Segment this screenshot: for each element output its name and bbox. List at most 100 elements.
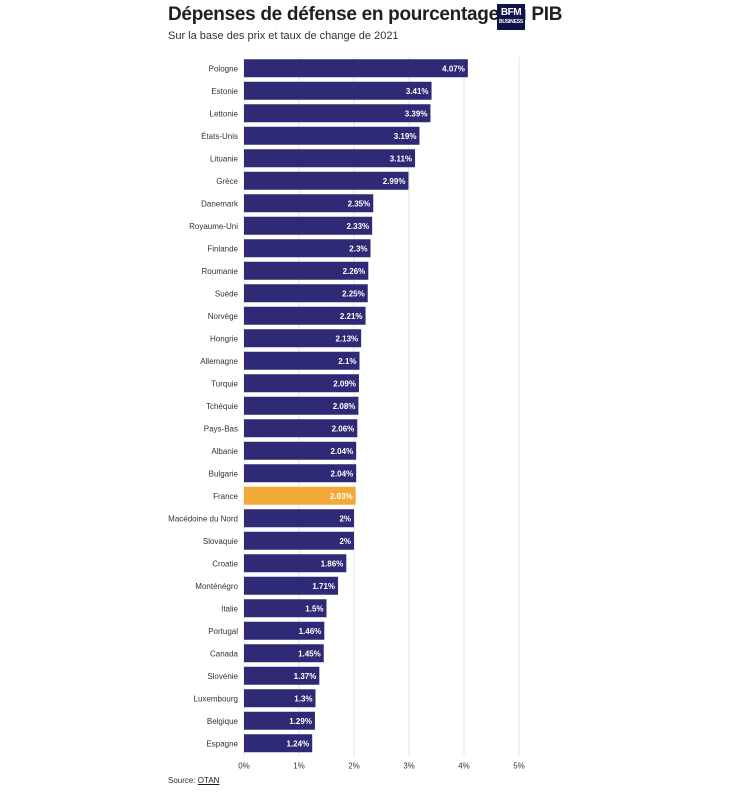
bar (244, 194, 374, 213)
value-label: 2.33% (346, 222, 369, 231)
category-label: Portugal (208, 627, 238, 636)
value-label: 2.13% (335, 334, 358, 343)
category-label: Macédoine du Nord (168, 514, 238, 523)
bar (244, 666, 320, 685)
value-label: 2.21% (340, 312, 363, 321)
bars (244, 59, 468, 753)
bfm-business-logo: BFM BUSINESS (497, 4, 525, 30)
category-label: Turquie (211, 379, 238, 388)
category-label: Estonie (211, 87, 238, 96)
value-label: 1.29% (289, 717, 312, 726)
value-label: 2.04% (331, 447, 354, 456)
bar (244, 104, 431, 123)
bar (244, 351, 360, 370)
value-label: 1.5% (305, 604, 323, 613)
category-label: Royaume-Uni (189, 222, 238, 231)
bar (244, 374, 359, 393)
value-label: 2% (339, 514, 351, 523)
value-label: 2.06% (332, 424, 355, 433)
category-label: Finlande (207, 244, 238, 253)
chart-subtitle: Sur la base des prix et taux de change d… (168, 30, 399, 42)
bar (244, 441, 357, 460)
value-label: 2.04% (331, 469, 354, 478)
category-label: Tchéquie (206, 402, 239, 411)
bar (244, 554, 347, 573)
bar (244, 486, 356, 505)
value-label: 2.09% (333, 379, 356, 388)
value-label: 2.26% (343, 267, 366, 276)
category-label: Slovénie (207, 672, 238, 681)
x-axis: 0% 1% 2% 3% 4% 5% (238, 762, 525, 771)
bar (244, 689, 316, 708)
bar (244, 734, 313, 753)
bar (244, 464, 357, 483)
category-label: Bulgarie (209, 469, 239, 478)
category-label: États-Unis (201, 132, 238, 141)
x-tick-label: 3% (403, 762, 415, 771)
value-label: 1.37% (294, 672, 317, 681)
bar (244, 239, 371, 258)
category-label: Hongrie (210, 334, 239, 343)
category-label: Monténégro (195, 582, 238, 591)
category-label: Norvège (208, 312, 239, 321)
category-label: Canada (210, 649, 239, 658)
bar (244, 576, 339, 595)
value-label: 2.3% (349, 244, 367, 253)
bar (244, 621, 325, 640)
value-label: 4.07% (442, 64, 465, 73)
category-label: Slovaquie (203, 537, 239, 546)
chart-title: Dépenses de défense en pourcentage du PI… (168, 4, 563, 25)
value-label: 1.71% (312, 582, 335, 591)
bar (244, 284, 368, 303)
category-label: Belgique (207, 717, 239, 726)
logo-text-bottom: BUSINESS (499, 19, 523, 25)
bar (244, 509, 354, 528)
value-label: 2% (339, 537, 351, 546)
bar (244, 81, 432, 100)
x-tick-label: 2% (348, 762, 360, 771)
bar (244, 711, 315, 730)
category-label: Allemagne (200, 357, 238, 366)
category-label: Suède (215, 289, 239, 298)
value-label: 1.3% (294, 694, 312, 703)
category-label: Roumanie (202, 267, 239, 276)
value-label: 3.39% (405, 109, 428, 118)
bar (244, 149, 416, 168)
category-label: France (213, 492, 238, 501)
category-label: Albanie (211, 447, 238, 456)
category-label: Grèce (216, 177, 238, 186)
category-label: Luxembourg (194, 694, 238, 703)
category-label: Croatie (212, 559, 238, 568)
value-label: 2.03% (330, 492, 353, 501)
category-label: Pays-Bas (204, 424, 238, 433)
category-label: Danemark (201, 199, 239, 208)
bar (244, 216, 373, 235)
source-link[interactable]: OTAN (197, 776, 220, 785)
category-label: Lettonie (210, 109, 239, 118)
value-label: 1.46% (299, 627, 322, 636)
value-label: 1.24% (287, 739, 310, 748)
bar (244, 599, 327, 618)
bar (244, 531, 354, 550)
source-note: Source: OTAN (168, 776, 219, 785)
category-label: Espagne (206, 739, 238, 748)
bar (244, 329, 362, 348)
value-label: 2.1% (338, 357, 356, 366)
x-tick-label: 0% (238, 762, 250, 771)
value-label: 1.86% (321, 559, 344, 568)
bar (244, 644, 324, 663)
value-label: 2.99% (383, 177, 406, 186)
value-label: 2.35% (348, 199, 371, 208)
category-label: Lituanie (210, 154, 239, 163)
value-label: 1.45% (298, 649, 321, 658)
value-label: 2.08% (333, 402, 356, 411)
logo-text-top: BFM (500, 7, 522, 18)
value-label: 3.19% (394, 132, 417, 141)
source-prefix: Source: (168, 776, 198, 785)
bar (244, 171, 409, 190)
value-label: 3.41% (406, 87, 429, 96)
x-tick-label: 4% (458, 762, 470, 771)
bar (244, 126, 420, 145)
x-tick-label: 1% (293, 762, 305, 771)
